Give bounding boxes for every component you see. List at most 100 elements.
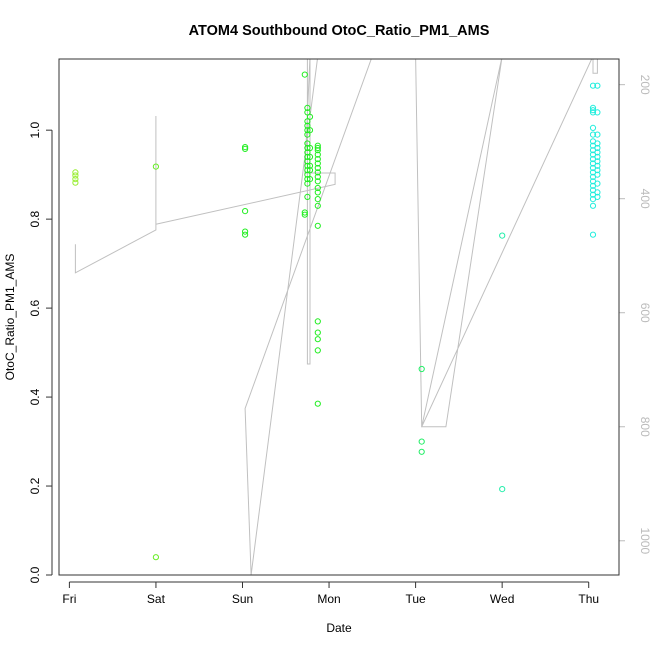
data-point [589,82,597,89]
x-tick-label: Sat [147,592,166,606]
line-series [74,59,598,575]
data-point [306,167,314,174]
x-tick-label: Fri [62,592,76,606]
data-point [301,71,308,78]
plot-frame [58,58,620,576]
data-point [304,131,311,138]
x-tick-label: Sun [232,592,253,606]
data-point [314,318,321,325]
y2-tick-label: 200 [638,75,650,95]
y2-tick-label: 400 [638,189,650,209]
data-point [72,176,79,183]
data-point [589,131,597,138]
series-line [74,59,598,575]
x-tick-label: Thu [578,592,599,606]
data-point [314,329,321,336]
data-point [304,109,311,116]
data-point [314,164,321,172]
data-point [499,486,506,493]
data-point [594,167,601,174]
data-point [304,171,311,178]
data-point [306,176,314,183]
data-point [314,347,321,354]
point-series [72,71,601,561]
data-point [314,156,321,163]
data-point [72,179,79,186]
chart-title: ATOM4 Southbound OtoC_Ratio_PM1_AMS [189,23,490,39]
data-point [594,189,601,196]
data-point [594,140,601,147]
data-point [72,169,79,176]
data-point [304,193,311,200]
data-point [594,144,601,152]
data-point [242,228,249,235]
data-point [594,149,601,156]
data-point [72,172,79,179]
data-point [304,122,311,129]
data-point [301,209,308,216]
data-point [594,162,601,169]
data-point [418,438,425,445]
y-tick-label: 0.0 [28,566,42,583]
data-point [314,142,321,149]
data-point [314,147,321,154]
data-point [304,127,311,134]
data-point [301,211,308,218]
data-point [314,222,321,229]
data-point [314,151,321,158]
data-point [314,189,321,196]
data-point [314,178,321,185]
data-point [594,153,601,160]
data-point [589,202,597,209]
data-point [589,124,597,132]
data-point [314,400,321,407]
data-point [314,144,321,152]
data-point [152,163,159,170]
data-point [594,109,601,116]
y2-tick-label: 600 [638,303,650,323]
data-point [306,113,314,120]
x-axis-label: Date [326,621,352,635]
y-tick-label: 0.6 [28,299,42,316]
y-tick-label: 0.4 [28,388,42,405]
data-point [306,144,314,152]
x-tick-label: Tue [405,592,426,606]
data-point [242,231,249,238]
y2-tick-label: 800 [638,417,650,437]
data-point [589,104,597,112]
data-point [594,171,601,178]
data-point [418,448,425,455]
x-tick-label: Mon [317,592,340,606]
y-tick-label: 1.0 [28,122,42,139]
x-tick-label: Wed [490,592,514,606]
data-point [304,176,311,183]
data-point [499,232,506,239]
data-point [304,149,311,156]
data-point [304,144,311,152]
data-point [304,104,311,112]
y2-tick-label: 1000 [638,527,650,554]
data-point [594,131,601,138]
data-point [304,140,311,147]
y-tick-label: 0.8 [28,210,42,227]
data-point [314,160,321,167]
data-point [314,196,321,203]
data-point [594,180,601,187]
data-point [304,158,311,165]
y-tick-label: 0.2 [28,477,42,494]
data-point [242,144,249,151]
data-point [242,208,249,215]
data-point [314,336,321,343]
data-point [306,153,314,160]
data-point [594,158,601,165]
data-point [589,231,597,238]
y-axis-label: OtoC_Ratio_PM1_AMS [3,254,17,381]
bottom-axis: Fri Sat Sun Mon Tue Wed Thu [62,581,599,606]
data-point [314,202,321,209]
data-point [589,109,597,116]
data-point [152,554,159,561]
data-point [306,162,314,169]
data-point [314,173,321,180]
data-point [304,118,311,125]
